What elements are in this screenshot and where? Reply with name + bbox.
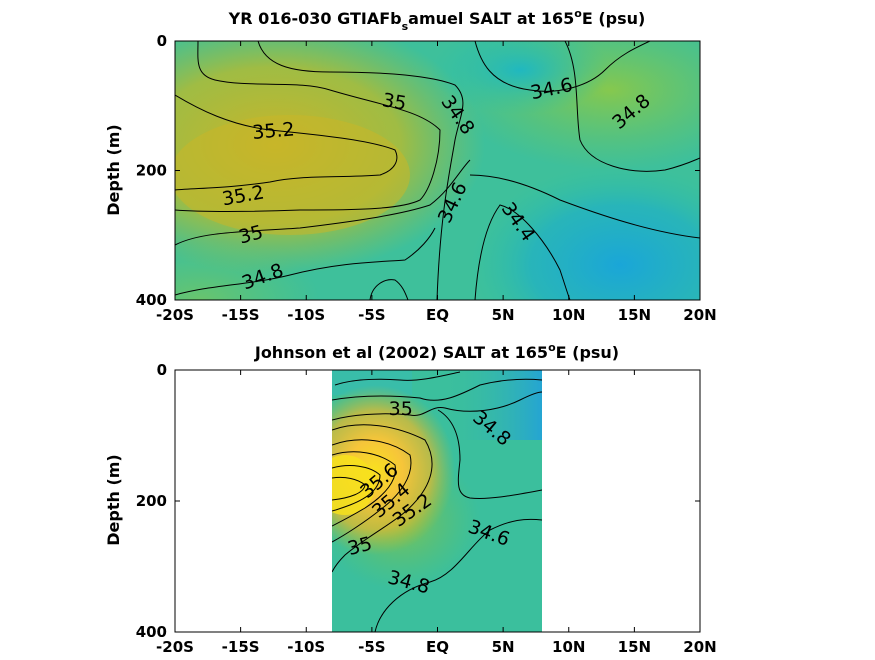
bottom-x-ticks: -20S -15S -10S -5S EQ 5N 10N 15N 20N xyxy=(156,370,717,656)
bottom-x-tick-label: 20N xyxy=(683,638,716,656)
top-y-tick-label: 0 xyxy=(157,32,167,50)
top-y-axis-label: Depth (m) xyxy=(104,124,123,216)
bottom-y-tick-label: 0 xyxy=(157,361,167,379)
top-x-tick-label: 15N xyxy=(618,306,651,324)
bottom-contour-label: 35 xyxy=(389,398,413,420)
top-contour-label: 35 xyxy=(380,89,408,115)
top-contour-label: 35.2 xyxy=(251,118,295,144)
bottom-panel: Johnson et al (2002) SALT at 165oE (psu)… xyxy=(104,341,717,656)
top-salinity-field xyxy=(175,41,700,300)
top-y-ticks: 0 200 400 xyxy=(136,32,700,309)
bottom-x-tick-label: EQ xyxy=(426,638,449,656)
bottom-y-axis-label: Depth (m) xyxy=(104,454,123,546)
top-x-ticks: -20S -15S -10S -5S EQ 5N 10N 15N 20N xyxy=(156,41,717,324)
top-x-tick-label: -15S xyxy=(222,306,260,324)
top-x-tick-label: -10S xyxy=(287,306,325,324)
top-y-tick-label: 200 xyxy=(136,162,167,180)
top-x-tick-label: -20S xyxy=(156,306,194,324)
top-x-tick-label: EQ xyxy=(426,306,449,324)
top-y-tick-label: 400 xyxy=(136,291,167,309)
bottom-x-tick-label: -15S xyxy=(222,638,260,656)
top-contour-lines xyxy=(175,41,700,300)
bottom-x-tick-label: 15N xyxy=(618,638,651,656)
bottom-y-tick-label: 200 xyxy=(136,492,167,510)
top-panel: YR 016-030 GTIAFbsamuel SALT at 165oE (p… xyxy=(104,7,717,324)
bottom-contour-lines xyxy=(332,371,542,632)
bottom-x-tick-label: 5N xyxy=(492,638,515,656)
top-x-tick-label: 10N xyxy=(552,306,585,324)
bottom-panel-title: Johnson et al (2002) SALT at 165oE (psu) xyxy=(254,341,619,362)
bottom-x-tick-label: -10S xyxy=(287,638,325,656)
bottom-y-ticks: 0 200 400 xyxy=(136,361,700,641)
bottom-x-tick-label: 10N xyxy=(552,638,585,656)
top-panel-title: YR 016-030 GTIAFbsamuel SALT at 165oE (p… xyxy=(228,7,646,33)
top-x-tick-label: -5S xyxy=(358,306,385,324)
bottom-x-tick-label: -5S xyxy=(358,638,385,656)
top-x-tick-label: 20N xyxy=(683,306,716,324)
bottom-y-tick-label: 400 xyxy=(136,623,167,641)
top-x-tick-label: 5N xyxy=(492,306,515,324)
bottom-x-tick-label: -20S xyxy=(156,638,194,656)
